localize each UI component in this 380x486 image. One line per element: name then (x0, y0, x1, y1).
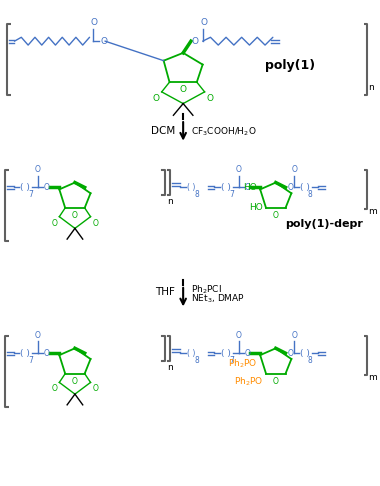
Text: HO: HO (244, 183, 257, 192)
Text: 7: 7 (28, 191, 33, 199)
Text: THF: THF (155, 287, 175, 297)
Text: O: O (192, 36, 199, 46)
Text: O: O (100, 36, 107, 46)
Text: ( ): ( ) (300, 183, 310, 192)
Text: DCM: DCM (151, 126, 175, 137)
Text: ( ): ( ) (20, 348, 30, 358)
Text: O: O (288, 183, 293, 192)
Text: n: n (168, 197, 173, 206)
Text: CF$_3$COOH/H$_2$O: CF$_3$COOH/H$_2$O (191, 125, 256, 138)
Text: Ph$_2$PO: Ph$_2$PO (234, 376, 263, 388)
Text: O: O (180, 85, 187, 94)
Text: O: O (236, 165, 242, 174)
Text: 8: 8 (308, 191, 313, 199)
Text: Ph$_2$PO: Ph$_2$PO (228, 357, 257, 369)
Text: 8: 8 (308, 356, 313, 365)
Text: O: O (236, 330, 242, 340)
Text: m: m (368, 207, 377, 216)
Text: O: O (291, 165, 297, 174)
Text: O: O (288, 348, 293, 358)
Text: 8: 8 (195, 191, 200, 199)
Text: O: O (52, 384, 57, 393)
Text: Ph$_2$PCl: Ph$_2$PCl (191, 283, 222, 295)
Text: O: O (273, 211, 279, 220)
Text: O: O (92, 219, 98, 227)
Text: O: O (72, 211, 78, 220)
Text: ( ): ( ) (221, 348, 231, 358)
Text: O: O (44, 348, 50, 358)
Text: n: n (168, 363, 173, 372)
Text: O: O (245, 183, 250, 192)
Text: O: O (91, 17, 98, 27)
Text: NEt$_3$, DMAP: NEt$_3$, DMAP (191, 293, 245, 305)
Text: O: O (72, 377, 78, 385)
Text: O: O (245, 348, 250, 358)
Text: O: O (35, 165, 41, 174)
Text: ( ): ( ) (187, 348, 195, 358)
Text: ( ): ( ) (300, 348, 310, 358)
Text: m: m (368, 373, 377, 382)
Text: HO: HO (249, 204, 263, 212)
Text: O: O (207, 94, 214, 103)
Text: O: O (35, 330, 41, 340)
Text: O: O (200, 17, 207, 27)
Text: ( ): ( ) (187, 183, 195, 192)
Text: n: n (368, 84, 374, 92)
Text: ( ): ( ) (20, 183, 30, 192)
Text: 7: 7 (28, 356, 33, 365)
Text: 8: 8 (195, 356, 200, 365)
Text: poly(1)-depr: poly(1)-depr (286, 220, 363, 229)
Text: O: O (44, 183, 50, 192)
Text: 7: 7 (229, 191, 234, 199)
Text: poly(1): poly(1) (265, 59, 315, 72)
Text: O: O (92, 384, 98, 393)
Text: O: O (291, 330, 297, 340)
Text: O: O (153, 94, 160, 103)
Text: O: O (52, 219, 57, 227)
Text: 7: 7 (229, 356, 234, 365)
Text: ( ): ( ) (221, 183, 231, 192)
Text: O: O (273, 377, 279, 385)
